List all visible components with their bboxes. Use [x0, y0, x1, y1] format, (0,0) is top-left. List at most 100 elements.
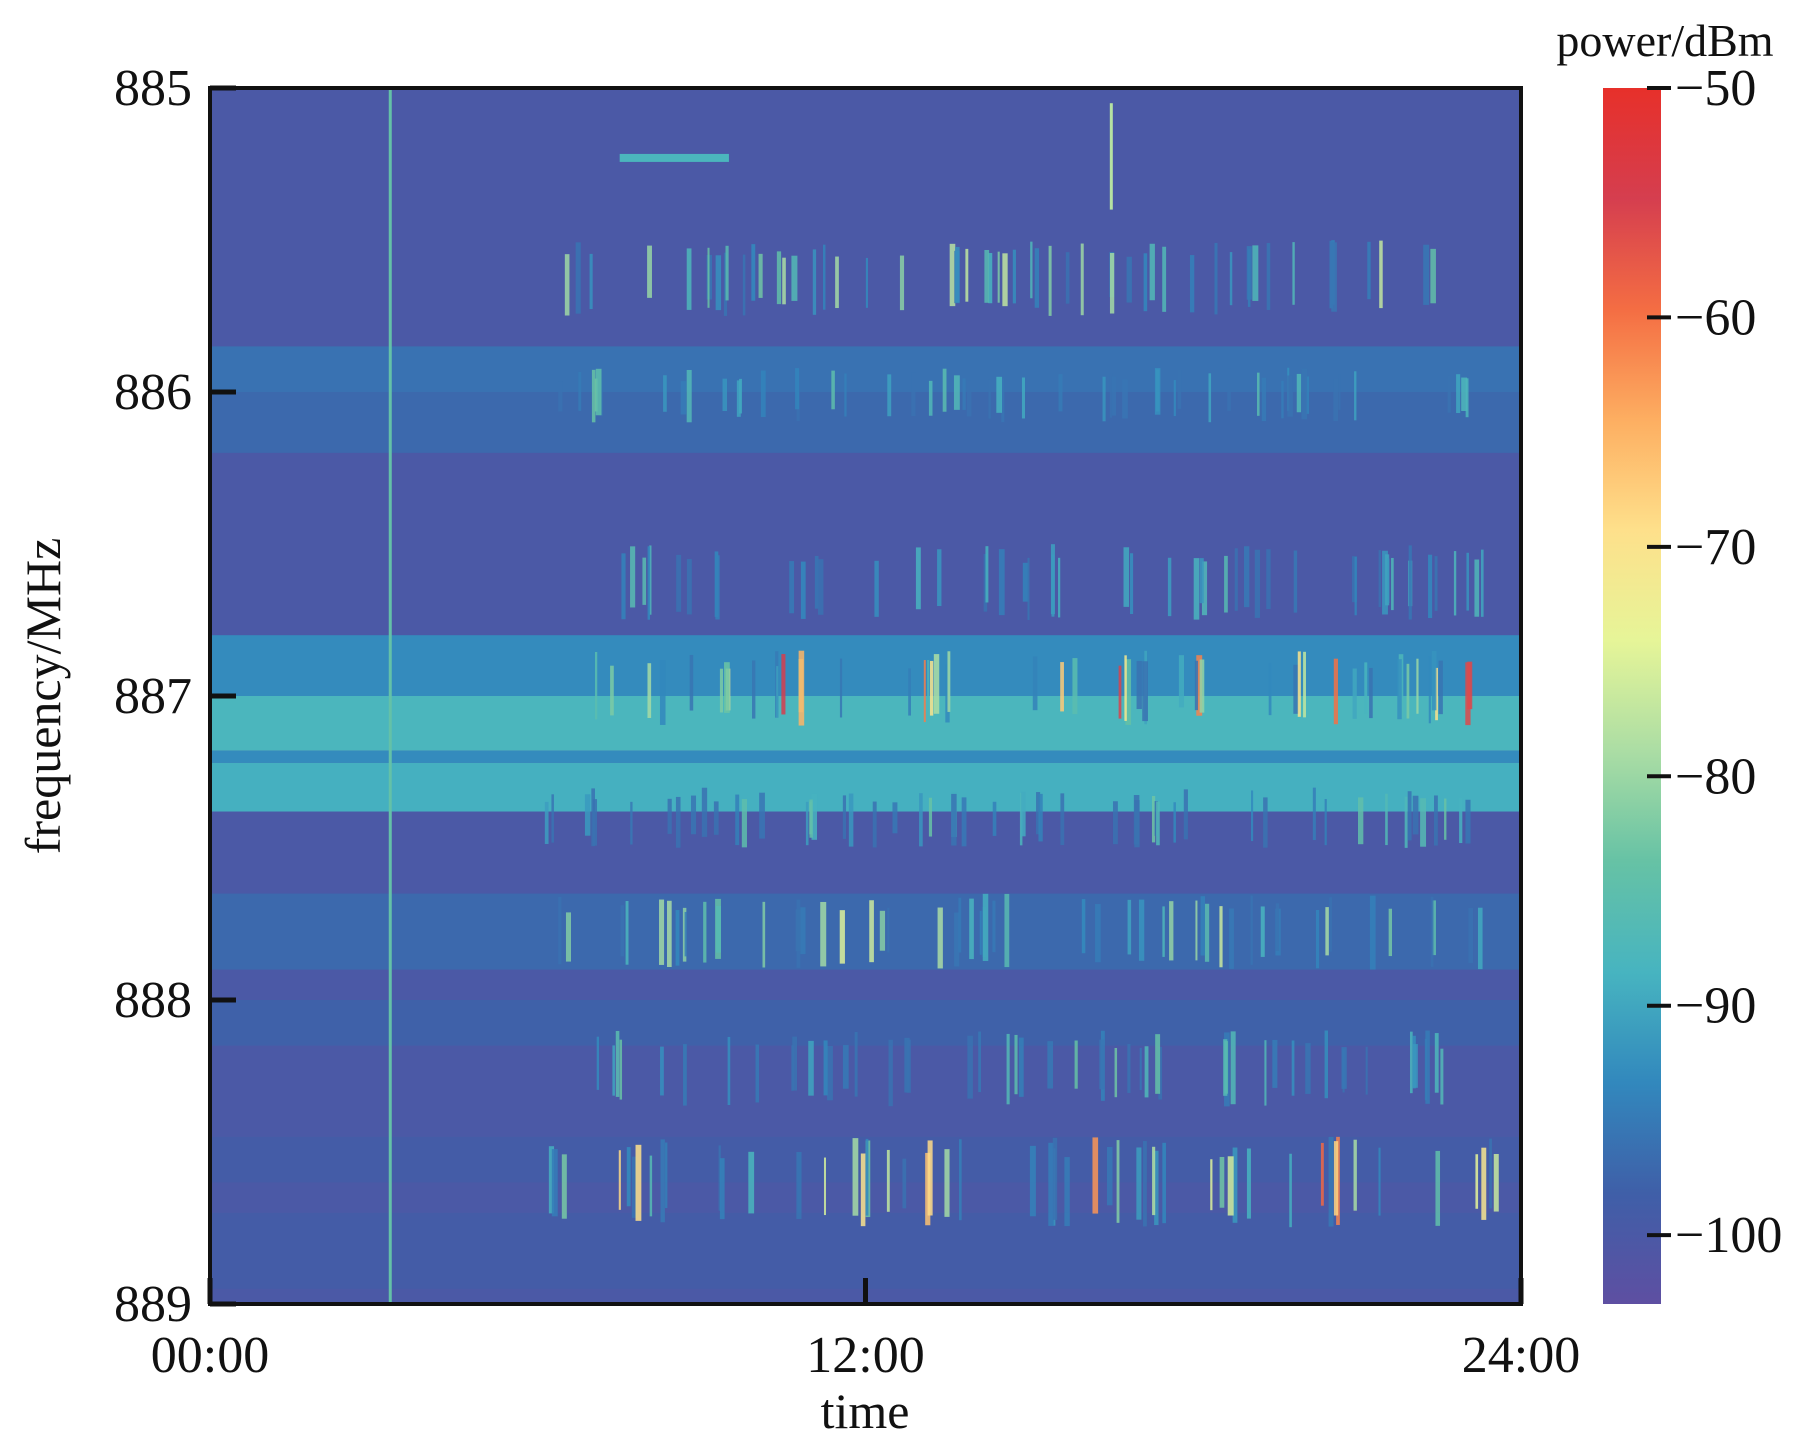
- signal-burst: [762, 901, 766, 968]
- signal-burst: [626, 1147, 631, 1207]
- signal-burst: [1155, 1034, 1161, 1094]
- signal-burst: [872, 801, 877, 848]
- signal-burst: [1329, 897, 1332, 952]
- signal-burst: [755, 1044, 760, 1103]
- signal-burst: [1435, 1150, 1441, 1226]
- signal-burst: [647, 245, 652, 298]
- signal-burst: [1154, 368, 1161, 415]
- signal-burst: [1477, 907, 1483, 970]
- signal-burst: [544, 801, 549, 844]
- signal-burst: [1435, 667, 1438, 721]
- signal-burst: [612, 1045, 615, 1096]
- signal-burst: [928, 797, 933, 837]
- signal-burst: [1224, 555, 1228, 613]
- signal-burst: [548, 1146, 555, 1214]
- signal-burst: [1250, 895, 1253, 965]
- signal-burst: [902, 1158, 907, 1209]
- signal-burst: [865, 1138, 869, 1216]
- signal-burst: [1433, 795, 1438, 846]
- signal-burst: [630, 546, 636, 608]
- signal-burst: [1102, 376, 1106, 422]
- signal-burst: [741, 799, 747, 848]
- signal-burst: [789, 561, 795, 614]
- signal-burst: [839, 658, 843, 718]
- signal-burst: [752, 660, 756, 719]
- signal-burst: [748, 1151, 755, 1214]
- signal-burst: [1293, 550, 1298, 613]
- signal-burst: [1210, 1159, 1213, 1211]
- signal-burst: [1106, 1146, 1113, 1206]
- signal-burst: [951, 793, 957, 846]
- signal-burst: [1252, 245, 1259, 301]
- signal-burst: [1385, 554, 1390, 606]
- signal-burst: [1365, 1046, 1368, 1095]
- signal-burst: [1139, 1047, 1142, 1091]
- signal-burst: [660, 1139, 665, 1223]
- signal-burst: [1199, 558, 1204, 604]
- signal-burst: [1382, 550, 1388, 615]
- signal-burst: [620, 905, 624, 957]
- colorbar-ticks: −50 −60 −70 −80 −90 −100: [1647, 60, 1782, 1264]
- signal-burst: [1289, 1153, 1292, 1228]
- signal-burst: [1250, 790, 1254, 842]
- signal-burst: [1412, 795, 1419, 835]
- signal-burst: [776, 251, 782, 305]
- y-axis-ticks: 885 886 887 888 889: [114, 60, 236, 1333]
- signal-burst: [1430, 248, 1436, 304]
- signal-burst: [1201, 561, 1208, 616]
- signal-burst: [1167, 557, 1172, 617]
- signal-burst: [707, 247, 710, 308]
- heatmap-band: [210, 392, 1521, 453]
- signal-burst: [551, 1149, 558, 1217]
- signal-burst: [985, 546, 989, 603]
- signal-burst: [1406, 663, 1410, 719]
- signal-burst: [1412, 1044, 1418, 1088]
- signal-burst: [827, 1045, 833, 1101]
- signal-burst: [984, 249, 990, 303]
- signal-burst: [1114, 1047, 1118, 1098]
- signal-burst: [1404, 796, 1408, 848]
- signal-burst: [595, 368, 602, 416]
- y-tick-label: 887: [114, 668, 192, 725]
- signal-burst: [1338, 374, 1341, 410]
- signal-burst: [1331, 242, 1337, 312]
- signal-burst: [1264, 1040, 1267, 1106]
- signal-burst: [982, 893, 989, 961]
- signal-burst: [742, 254, 746, 316]
- signal-burst: [594, 651, 598, 720]
- signal-burst: [564, 254, 570, 316]
- signal-burst: [1364, 662, 1368, 714]
- signal-burst: [811, 793, 818, 840]
- signal-burst: [725, 245, 729, 301]
- signal-burst: [736, 380, 741, 417]
- signal-burst: [892, 802, 898, 834]
- signal-burst: [1127, 899, 1132, 955]
- signal-burst: [992, 801, 997, 836]
- signal-burst: [860, 1153, 866, 1227]
- signal-burst: [680, 381, 687, 415]
- signal-burst: [1353, 1139, 1357, 1211]
- signal-burst: [1143, 1141, 1147, 1227]
- heatmap-band: [210, 1136, 1521, 1183]
- signal-burst: [1092, 1137, 1099, 1214]
- signal-burst: [927, 659, 930, 725]
- signal-burst: [944, 1149, 950, 1217]
- signal-burst: [962, 378, 966, 410]
- signal-burst: [1021, 791, 1026, 837]
- signal-burst: [1287, 375, 1293, 417]
- signal-burst: [760, 370, 766, 418]
- heatmap-notable-signals: [619, 103, 1113, 210]
- signal-burst: [1136, 1147, 1142, 1220]
- signal-burst: [1493, 1153, 1499, 1212]
- signal-burst: [842, 795, 847, 839]
- heatmap-band: [210, 893, 1521, 970]
- signal-burst: [1034, 248, 1040, 308]
- signal-burst: [683, 1044, 687, 1106]
- signal-burst: [1416, 658, 1419, 714]
- signal-burst: [961, 797, 967, 847]
- signal-burst: [584, 794, 591, 836]
- signal-burst: [959, 1139, 962, 1221]
- signal-burst: [844, 373, 847, 417]
- signal-burst: [1312, 787, 1316, 841]
